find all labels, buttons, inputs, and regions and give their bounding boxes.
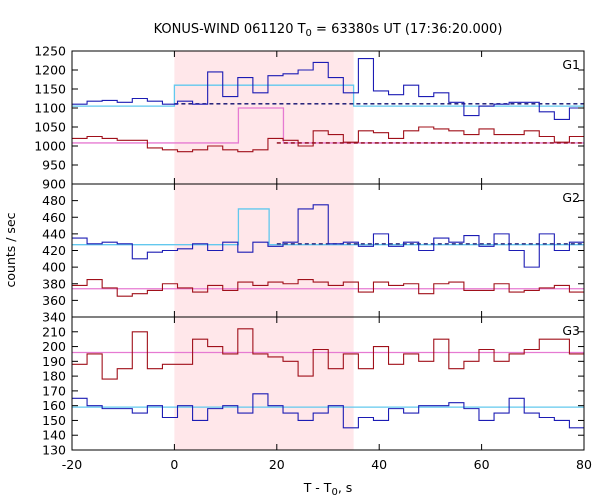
y-tick-label: 180 xyxy=(42,369,66,384)
y-axis-label: counts / sec xyxy=(3,212,18,287)
y-tick-label: 1200 xyxy=(34,63,66,78)
title-subscript: 0 xyxy=(306,28,312,39)
panel-g3 xyxy=(72,328,584,429)
y-tick-label: 420 xyxy=(42,243,66,258)
x-axis-label-rest: , s xyxy=(338,480,352,495)
panel-g1 xyxy=(72,58,584,153)
x-tick-label: 0 xyxy=(170,457,178,472)
tick-layer: 9009501000105011001150120012503403603804… xyxy=(34,44,592,473)
data-layer xyxy=(72,58,584,429)
burst-interval-shade xyxy=(174,51,354,450)
y-tick-label: 380 xyxy=(42,276,66,291)
x-axis-label-main: T - T xyxy=(303,480,332,495)
y-tick-label: 480 xyxy=(42,193,66,208)
x-tick-label: 60 xyxy=(474,457,490,472)
x-tick-label: 40 xyxy=(371,457,387,472)
y-tick-label: 900 xyxy=(42,177,66,192)
y-tick-label: 950 xyxy=(42,158,66,173)
histogram-red xyxy=(72,328,584,380)
x-tick-label: 80 xyxy=(576,457,592,472)
y-tick-label: 360 xyxy=(42,293,66,308)
y-tick-label: 150 xyxy=(42,413,66,428)
panel-label: G1 xyxy=(562,57,580,72)
y-tick-label: 160 xyxy=(42,398,66,413)
title-rest: = 63380s UT (17:36:20.000) xyxy=(312,22,502,37)
y-tick-label: 210 xyxy=(42,324,66,339)
x-tick-label: 20 xyxy=(269,457,285,472)
y-tick-label: 460 xyxy=(42,210,66,225)
chart-title: KONUS-WIND 061120 T0 = 63380s UT (17:36:… xyxy=(154,22,503,39)
panel-label: G2 xyxy=(562,190,580,205)
y-tick-label: 190 xyxy=(42,354,66,369)
fit-line-cyan xyxy=(72,84,584,107)
x-tick-label: -20 xyxy=(62,457,82,472)
panel-plot-area xyxy=(72,328,584,429)
panel-label: G3 xyxy=(562,323,580,338)
histogram-blue xyxy=(72,204,584,268)
histogram-blue xyxy=(72,393,584,429)
y-tick-label: 1050 xyxy=(34,120,66,135)
y-tick-label: 1150 xyxy=(34,82,66,97)
y-tick-label: 130 xyxy=(42,443,66,458)
y-tick-label: 170 xyxy=(42,383,66,398)
panel-plot-area xyxy=(72,58,584,153)
x-axis-label: T - T0, s xyxy=(303,480,353,498)
panel-plot-area xyxy=(72,204,584,297)
panel-g2 xyxy=(72,204,584,297)
y-tick-label: 400 xyxy=(42,260,66,275)
y-tick-label: 1000 xyxy=(34,139,66,154)
y-tick-label: 1100 xyxy=(34,101,66,116)
x-axis-label-subscript: 0 xyxy=(331,487,337,498)
panel-frame xyxy=(71,316,585,451)
y-tick-label: 340 xyxy=(42,310,66,325)
histogram-blue xyxy=(72,58,584,120)
y-tick-label: 1250 xyxy=(34,44,66,59)
histogram-red xyxy=(72,279,584,297)
fit-line-cyan xyxy=(72,208,584,246)
y-tick-label: 140 xyxy=(42,428,66,443)
title-main: KONUS-WIND 061120 T xyxy=(154,22,306,37)
y-tick-label: 440 xyxy=(42,226,66,241)
y-tick-label: 200 xyxy=(42,339,66,354)
histogram-red xyxy=(72,126,584,153)
shade-layer xyxy=(174,51,354,450)
